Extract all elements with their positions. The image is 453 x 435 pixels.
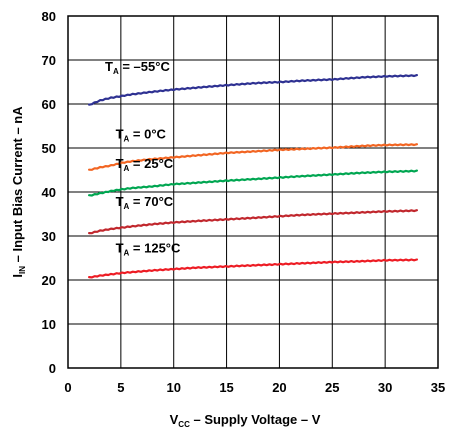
x-tick-labels: 0 5 10 15 20 25 30 35 bbox=[64, 380, 445, 395]
y-tick-label: 20 bbox=[42, 273, 56, 288]
x-tick-label: 30 bbox=[378, 380, 392, 395]
x-tick-label: 5 bbox=[117, 380, 124, 395]
y-tick-label: 0 bbox=[49, 361, 56, 376]
y-tick-labels: 0 10 20 30 40 50 60 70 80 bbox=[42, 9, 56, 376]
y-tick-label: 70 bbox=[42, 53, 56, 68]
x-tick-label: 0 bbox=[64, 380, 71, 395]
x-tick-label: 35 bbox=[431, 380, 445, 395]
y-tick-label: 10 bbox=[42, 317, 56, 332]
y-tick-label: 30 bbox=[42, 229, 56, 244]
series-label: TA = 0°C bbox=[116, 126, 167, 143]
y-axis-title: IIN – Input Bias Current – nA bbox=[10, 106, 27, 278]
series-label: TA = 70°C bbox=[116, 194, 174, 211]
x-tick-label: 10 bbox=[166, 380, 180, 395]
series-label: TA = –55°C bbox=[105, 59, 170, 76]
x-tick-label: 20 bbox=[272, 380, 286, 395]
x-tick-label: 25 bbox=[325, 380, 339, 395]
y-tick-label: 80 bbox=[42, 9, 56, 24]
series-label: TA = 125°C bbox=[116, 241, 181, 258]
series-line bbox=[89, 75, 417, 105]
y-tick-label: 40 bbox=[42, 185, 56, 200]
series-line bbox=[89, 260, 417, 278]
y-tick-label: 50 bbox=[42, 141, 56, 156]
x-axis-title: VCC – Supply Voltage – V bbox=[170, 412, 321, 429]
series-line bbox=[89, 210, 417, 233]
x-tick-label: 15 bbox=[219, 380, 233, 395]
y-tick-label: 60 bbox=[42, 97, 56, 112]
series-label: TA = 25°C bbox=[116, 156, 174, 173]
